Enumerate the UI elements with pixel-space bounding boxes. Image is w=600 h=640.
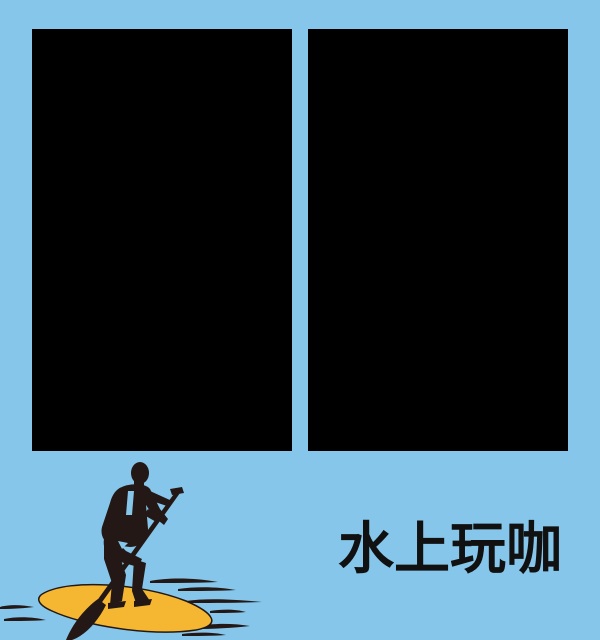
photo-slot-left[interactable] bbox=[32, 29, 292, 451]
poster-title: 水上玩咖 bbox=[338, 517, 562, 582]
water-lines-icon bbox=[0, 578, 262, 636]
photo-slot-right[interactable] bbox=[308, 29, 568, 451]
board-icon bbox=[38, 583, 213, 633]
paddler-silhouette-icon bbox=[101, 462, 172, 609]
paddleboarder-icon bbox=[0, 462, 262, 640]
